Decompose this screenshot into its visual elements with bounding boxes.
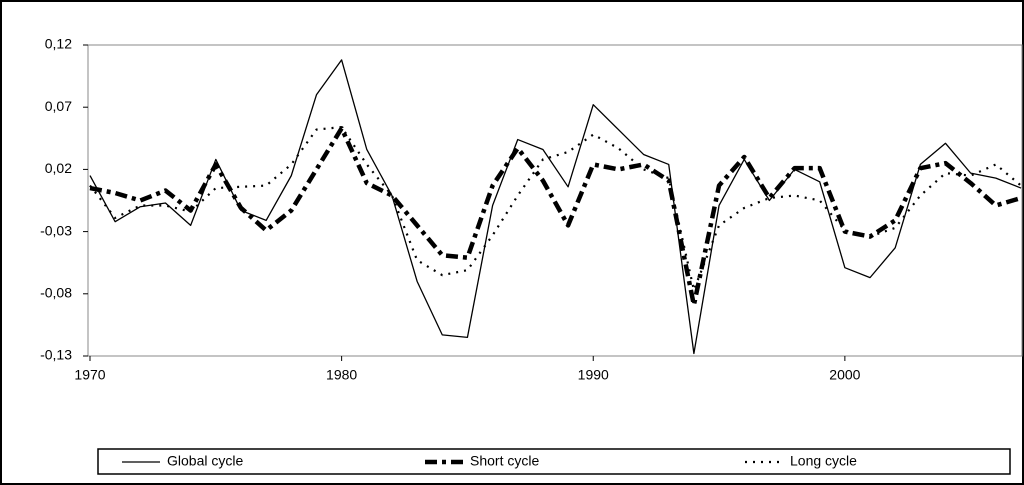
plot-area [87, 44, 1023, 357]
series-line [89, 126, 1022, 308]
y-tick-label: -0,03 [40, 222, 72, 238]
x-tick-label: 1990 [578, 367, 609, 383]
y-tick-label: -0,08 [40, 285, 72, 301]
x-tick-label: 2000 [829, 367, 860, 383]
x-tick-label: 1970 [74, 367, 105, 383]
legend-label: Long cycle [790, 453, 857, 469]
y-tick-label: 0,07 [45, 98, 72, 114]
y-tick-label: 0,12 [45, 36, 72, 52]
series-line [89, 126, 1022, 292]
x-tick-label: 1980 [326, 367, 357, 383]
legend [97, 448, 1011, 475]
legend-label: Short cycle [470, 453, 539, 469]
legend-label: Global cycle [167, 453, 243, 469]
y-tick-label: -0,13 [40, 347, 72, 363]
y-tick-label: 0,02 [45, 160, 72, 176]
